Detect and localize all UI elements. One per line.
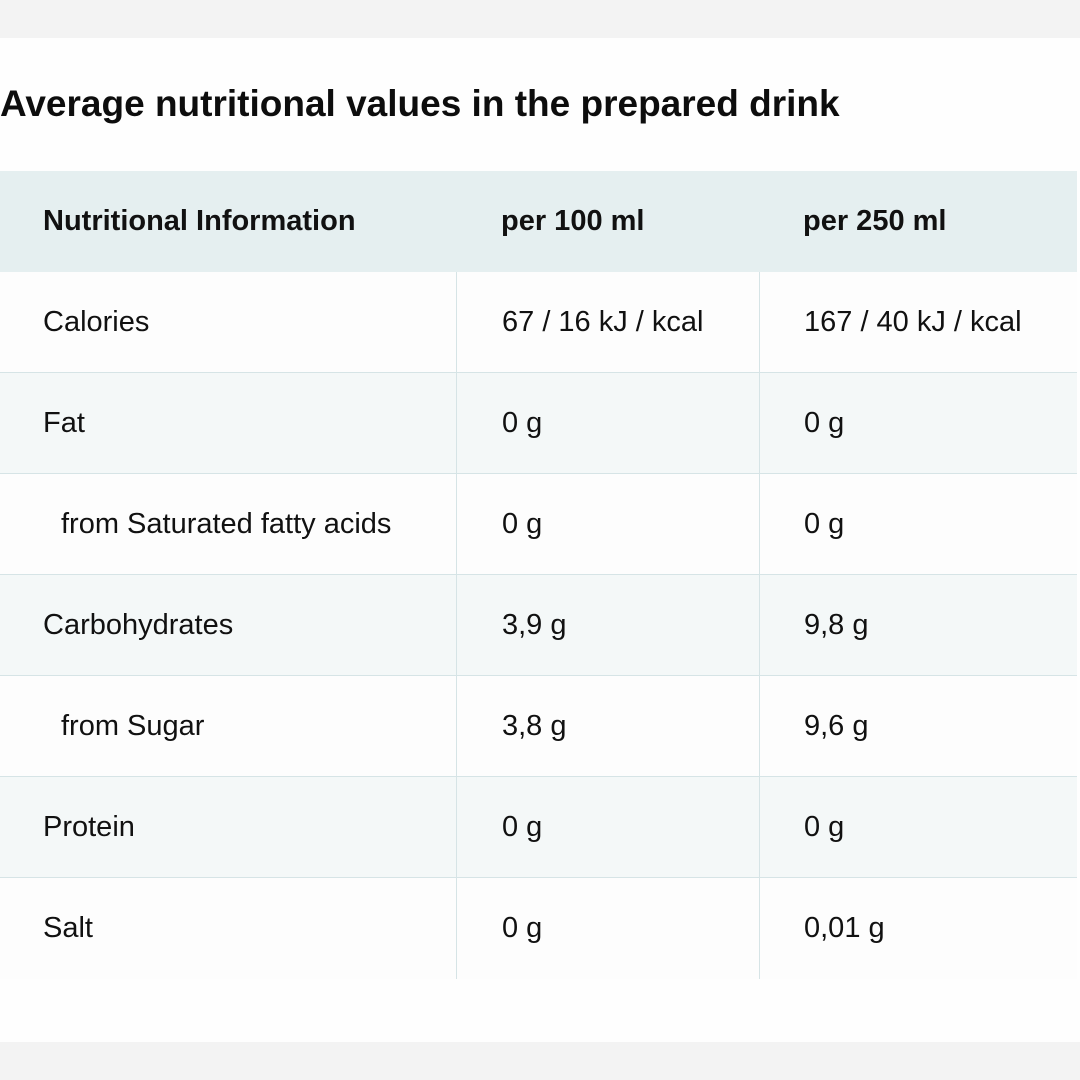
page-title: Average nutritional values in the prepar… <box>0 83 840 124</box>
table-row-saturated-fatty-acids: from Saturated fatty acids 0 g 0 g <box>0 474 1077 575</box>
table-row-fat: Fat 0 g 0 g <box>0 373 1077 474</box>
header-nutritional-information: Nutritional Information <box>43 205 356 237</box>
value-per-100ml: 3,8 g <box>456 676 759 776</box>
value-per-250ml: 9,8 g <box>759 575 1077 675</box>
value-per-100ml: 0 g <box>456 474 759 574</box>
row-label: Carbohydrates <box>43 608 234 641</box>
table-row-calories: Calories 67 / 16 kJ / kcal 167 / 40 kJ /… <box>0 272 1077 373</box>
value-per-250ml: 9,6 g <box>759 676 1077 776</box>
value-per-100ml: 3,9 g <box>456 575 759 675</box>
table-row-carbohydrates: Carbohydrates 3,9 g 9,8 g <box>0 575 1077 676</box>
header-per-100ml: per 100 ml <box>501 205 645 237</box>
row-label: Calories <box>43 305 150 338</box>
value-per-250ml: 0 g <box>759 373 1077 473</box>
header-per-250ml: per 250 ml <box>803 205 947 237</box>
value-per-250ml: 0 g <box>759 777 1077 877</box>
table-row-salt: Salt 0 g 0,01 g <box>0 878 1077 979</box>
row-label: Fat <box>43 406 85 439</box>
table-row-sugar: from Sugar 3,8 g 9,6 g <box>0 676 1077 777</box>
row-label: Salt <box>43 912 93 944</box>
row-label: from Saturated fatty acids <box>61 507 392 540</box>
value-per-100ml: 0 g <box>456 777 759 877</box>
value-per-100ml: 0 g <box>456 878 759 979</box>
table-row-protein: Protein 0 g 0 g <box>0 777 1077 878</box>
row-label: Protein <box>43 810 135 843</box>
nutrition-table: Nutritional Information per 100 ml per 2… <box>0 171 1077 979</box>
row-label: from Sugar <box>61 709 205 742</box>
value-per-250ml: 0,01 g <box>759 878 1077 979</box>
value-per-100ml: 0 g <box>456 373 759 473</box>
value-per-100ml: 67 / 16 kJ / kcal <box>456 272 759 372</box>
table-header-row: Nutritional Information per 100 ml per 2… <box>0 171 1077 272</box>
value-per-250ml: 0 g <box>759 474 1077 574</box>
nutrition-card: Average nutritional values in the prepar… <box>0 38 1080 1042</box>
value-per-250ml: 167 / 40 kJ / kcal <box>759 272 1077 372</box>
